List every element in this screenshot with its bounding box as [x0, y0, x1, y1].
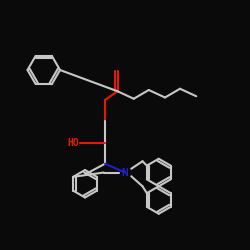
Text: N: N — [122, 168, 128, 177]
Text: HO: HO — [67, 138, 79, 147]
